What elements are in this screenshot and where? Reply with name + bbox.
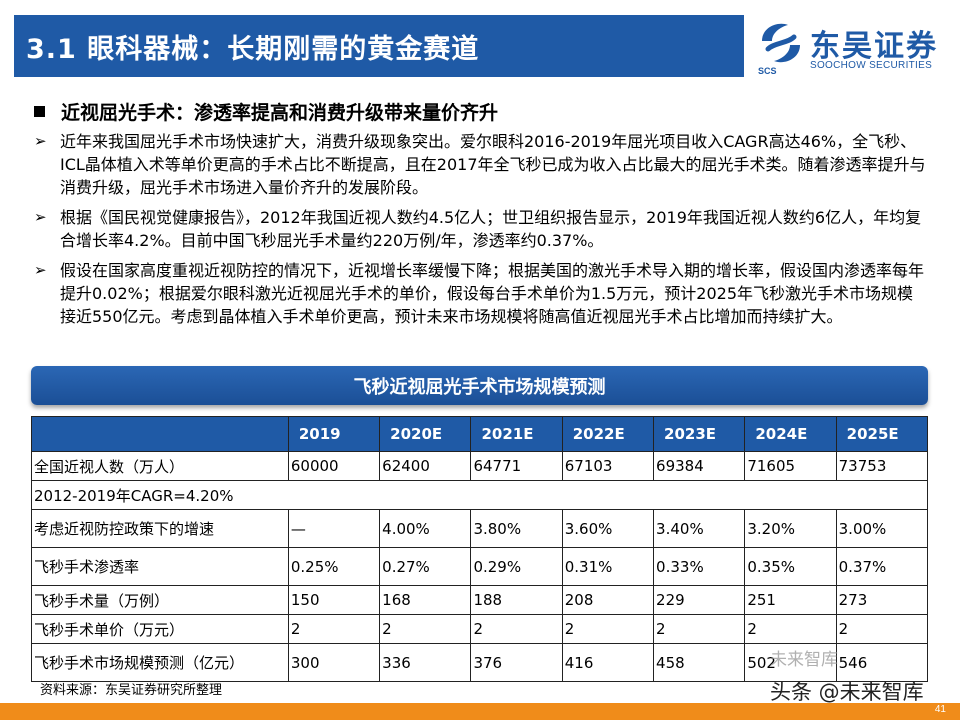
table-cell: 0.31% — [561, 547, 655, 586]
column-header: 2021E — [470, 416, 563, 452]
bullet-list: ➢ 近年来我国屈光手术市场快速扩大，消费升级现象突出。爱尔眼科2016-2019… — [34, 130, 934, 335]
table-cell: 0.25% — [287, 547, 381, 586]
watermark: 头条 @未来智库 — [770, 680, 924, 704]
table-cell: 229 — [653, 585, 746, 615]
table-cell: 64771 — [470, 451, 563, 481]
table-header-row: 2019 2020E 2021E 2022E 2023E 2024E 2025E — [31, 416, 929, 452]
column-header: 2023E — [653, 416, 746, 452]
table-cell: 0.35% — [744, 547, 837, 586]
table-cell: 71605 — [744, 451, 837, 481]
section-heading-text: 近视屈光手术：渗透率提高和消费升级带来量价齐升 — [61, 102, 499, 124]
logo-chinese-name: 东吴证券 — [810, 29, 938, 64]
table-cell: 0.29% — [470, 547, 563, 586]
table-cell: 376 — [470, 643, 563, 682]
table-cell: 0.37% — [835, 547, 929, 586]
table-cell: 188 — [470, 585, 563, 615]
table-cell: 336 — [379, 643, 472, 682]
table-cell: 3.80% — [470, 509, 563, 548]
logo-abbreviation: SCS — [758, 66, 777, 76]
table-cell: 67103 — [561, 451, 655, 481]
table-cell: 168 — [379, 585, 472, 615]
table-header-corner — [31, 416, 289, 452]
row-label: 考虑近视防控政策下的增速 — [31, 509, 289, 548]
bullet-text: 近年来我国屈光手术市场快速扩大，消费升级现象突出。爱尔眼科2016-2019年屈… — [60, 132, 926, 197]
table-cell: 416 — [561, 643, 655, 682]
page-title: 3.1 眼科器械：长期刚需的黄金赛道 — [26, 33, 480, 65]
table-cell: 60000 — [287, 451, 381, 481]
table-cell: 3.40% — [653, 509, 746, 548]
table-cell: 251 — [744, 585, 837, 615]
table-cell: 73753 — [835, 451, 929, 481]
table-cell: 458 — [653, 643, 746, 682]
row-label: 全国近视人数（万人） — [31, 451, 289, 481]
bullet-text: 根据《国民视觉健康报告》，2012年我国近视人数约4.5亿人；世卫组织报告显示，… — [60, 208, 922, 250]
table-row: 飞秒手术渗透率 0.25% 0.27% 0.29% 0.31% 0.33% 0.… — [31, 547, 929, 586]
row-label: 飞秒手术渗透率 — [31, 547, 289, 586]
column-header: 2019 — [287, 416, 381, 452]
watermark-faint: 未来智库 — [770, 650, 838, 670]
table-row: 2012-2019年CAGR=4.20% — [31, 480, 928, 510]
row-label: 飞秒手术量（万例） — [31, 585, 289, 615]
table-cell: 69384 — [653, 451, 746, 481]
header-bar: 3.1 眼科器械：长期刚需的黄金赛道 — [14, 15, 744, 77]
table-cell: 2 — [744, 614, 837, 644]
arrow-bullet-icon: ➢ — [34, 261, 47, 279]
table-cell: 2 — [287, 614, 381, 644]
source-note: 资料来源：东吴证券研究所整理 — [40, 683, 223, 698]
logo-english-name: SOOCHOW SECURITIES — [810, 60, 933, 71]
bullet-text: 假设在国家高度重视近视防控的情况下，近视增长率缓慢下降；根据美国的激光手术导入期… — [60, 261, 925, 326]
forecast-table: 2019 2020E 2021E 2022E 2023E 2024E 2025E… — [31, 416, 929, 682]
company-logo: SCS 东吴证券 SOOCHOW SECURITIES — [752, 15, 952, 77]
section-heading: 近视屈光手术：渗透率提高和消费升级带来量价齐升 — [34, 98, 498, 125]
square-bullet-icon — [34, 106, 45, 117]
row-label: 飞秒手术市场规模预测（亿元） — [31, 643, 289, 682]
table-cell: 3.20% — [744, 509, 837, 548]
table-cell: — — [287, 509, 381, 548]
table-cell: 2 — [561, 614, 655, 644]
row-label: 飞秒手术单价（万元） — [31, 614, 289, 644]
column-header: 2020E — [379, 416, 472, 452]
table-cell: 0.27% — [379, 547, 472, 586]
footer-bar — [0, 703, 960, 720]
table-cell: 502 — [744, 643, 837, 682]
bullet-item: ➢ 根据《国民视觉健康报告》，2012年我国近视人数约4.5亿人；世卫组织报告显… — [34, 206, 934, 252]
arrow-bullet-icon: ➢ — [34, 132, 47, 150]
table-cell: 273 — [835, 585, 929, 615]
table-cell: 3.60% — [561, 509, 655, 548]
bullet-item: ➢ 近年来我国屈光手术市场快速扩大，消费升级现象突出。爱尔眼科2016-2019… — [34, 130, 934, 199]
table-cell: 3.00% — [835, 509, 929, 548]
bullet-item: ➢ 假设在国家高度重视近视防控的情况下，近视增长率缓慢下降；根据美国的激光手术导… — [34, 259, 934, 328]
page-number: 41 — [934, 704, 946, 715]
soochow-logo-icon — [762, 23, 800, 63]
table-row: 考虑近视防控政策下的增速 — 4.00% 3.80% 3.60% 3.40% 3… — [31, 509, 929, 548]
cagr-note: 2012-2019年CAGR=4.20% — [31, 480, 928, 510]
table-row: 全国近视人数（万人） 60000 62400 64771 67103 69384… — [31, 451, 929, 481]
table-title-bar: 飞秒近视屈光手术市场规模预测 — [31, 366, 928, 405]
column-header: 2022E — [561, 416, 655, 452]
table-cell: 300 — [287, 643, 381, 682]
table-cell: 2 — [470, 614, 563, 644]
table-cell: 4.00% — [379, 509, 472, 548]
table-cell: 0.33% — [653, 547, 746, 586]
table-title: 飞秒近视屈光手术市场规模预测 — [353, 376, 606, 398]
table-cell: 62400 — [379, 451, 472, 481]
table-cell: 2 — [379, 614, 472, 644]
table-row: 飞秒手术量（万例） 150 168 188 208 229 251 273 — [31, 585, 929, 615]
arrow-bullet-icon: ➢ — [34, 208, 47, 226]
column-header: 2024E — [744, 416, 837, 452]
table-cell: 546 — [835, 643, 929, 682]
column-header: 2025E — [835, 416, 929, 452]
table-row: 飞秒手术单价（万元） 2 2 2 2 2 2 2 — [31, 614, 929, 644]
table-cell: 150 — [287, 585, 381, 615]
table-cell: 208 — [561, 585, 655, 615]
table-row: 飞秒手术市场规模预测（亿元） 300 336 376 416 458 502 5… — [31, 643, 929, 682]
table-cell: 2 — [835, 614, 929, 644]
table-cell: 2 — [653, 614, 746, 644]
